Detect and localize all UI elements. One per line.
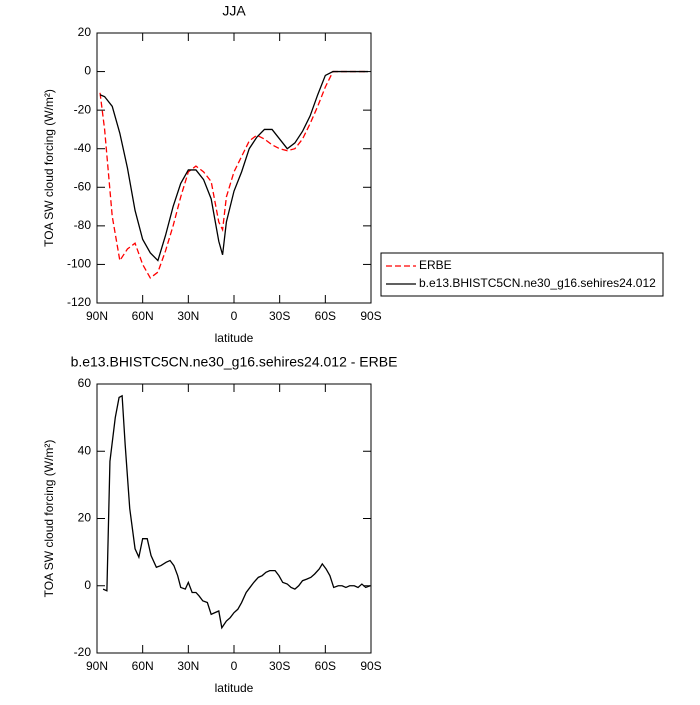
y-tick-label: 20 xyxy=(78,25,92,39)
y-tick-label: 40 xyxy=(78,443,92,457)
x-tick-label: 90S xyxy=(360,309,381,323)
y-tick-label: -40 xyxy=(74,141,92,155)
x-tick-label: 60N xyxy=(132,659,154,673)
data-line xyxy=(99,70,368,279)
y-tick-label: 0 xyxy=(84,578,91,592)
x-tick-label: 0 xyxy=(231,659,238,673)
y-tick-label: 20 xyxy=(78,511,92,525)
plot-frame xyxy=(96,32,372,304)
x-axis-label: latitude xyxy=(215,331,254,345)
legend-box xyxy=(380,252,664,297)
y-tick-label: -100 xyxy=(67,257,91,271)
y-axis-label: TOA SW cloud forcing (W/m²) xyxy=(42,440,56,598)
y-tick-label: 0 xyxy=(84,64,91,78)
x-tick-label: 90N xyxy=(86,659,108,673)
x-tick-label: 60S xyxy=(315,309,336,323)
x-tick-label: 30S xyxy=(269,309,290,323)
plot-frame xyxy=(96,383,372,654)
x-tick-label: 30S xyxy=(269,659,290,673)
y-tick-label: 60 xyxy=(78,376,92,390)
chart-title: b.e13.BHISTC5CN.ne30_g16.sehires24.012 -… xyxy=(71,354,398,370)
x-tick-label: 90S xyxy=(360,659,381,673)
x-tick-label: 60S xyxy=(315,659,336,673)
x-tick-label: 30N xyxy=(177,309,199,323)
legend-label: b.e13.BHISTC5CN.ne30_g16.sehires24.012 xyxy=(419,276,656,290)
y-tick-label: -20 xyxy=(74,102,92,116)
data-line xyxy=(102,394,371,630)
x-tick-label: 30N xyxy=(177,659,199,673)
x-tick-label: 60N xyxy=(132,309,154,323)
y-tick-label: -20 xyxy=(74,645,92,659)
y-tick-label: -120 xyxy=(67,295,91,309)
y-tick-label: -60 xyxy=(74,179,92,193)
x-tick-label: 0 xyxy=(231,309,238,323)
y-tick-label: -80 xyxy=(74,218,92,232)
x-tick-label: 90N xyxy=(86,309,108,323)
x-axis-label: latitude xyxy=(215,681,254,695)
chart-title: JJA xyxy=(222,3,246,19)
y-axis-label: TOA SW cloud forcing (W/m²) xyxy=(42,89,56,247)
legend-label: ERBE xyxy=(419,258,452,272)
data-line xyxy=(99,70,368,262)
